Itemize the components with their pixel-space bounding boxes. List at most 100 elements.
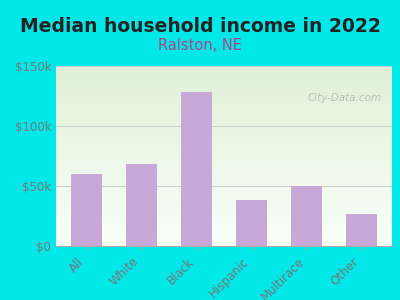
- Text: Median household income in 2022: Median household income in 2022: [20, 16, 380, 35]
- Bar: [56, 133, 392, 134]
- Bar: [56, 244, 392, 246]
- Bar: [56, 71, 392, 73]
- Bar: [56, 183, 392, 185]
- Bar: [56, 77, 392, 79]
- Bar: [56, 174, 392, 176]
- Bar: [56, 115, 392, 116]
- Bar: [56, 122, 392, 124]
- Bar: [56, 242, 392, 244]
- Bar: [56, 161, 392, 163]
- Bar: [56, 158, 392, 160]
- Bar: [56, 230, 392, 232]
- Bar: [56, 102, 392, 104]
- Bar: [56, 134, 392, 136]
- Bar: [56, 181, 392, 183]
- Bar: [56, 221, 392, 223]
- Bar: [56, 116, 392, 118]
- Bar: [56, 73, 392, 75]
- Bar: [56, 120, 392, 122]
- Bar: [56, 165, 392, 167]
- Bar: [56, 194, 392, 196]
- Bar: [56, 176, 392, 178]
- Bar: [56, 215, 392, 217]
- Bar: [56, 98, 392, 100]
- Bar: [56, 145, 392, 147]
- Bar: [126, 164, 156, 246]
- Bar: [71, 174, 102, 246]
- Bar: [56, 68, 392, 70]
- Bar: [56, 199, 392, 201]
- Bar: [56, 192, 392, 194]
- Bar: [56, 160, 392, 161]
- Bar: [56, 224, 392, 226]
- Bar: [56, 147, 392, 149]
- Text: Ralston, NE: Ralston, NE: [158, 38, 242, 52]
- Text: City-Data.com: City-Data.com: [308, 93, 382, 103]
- Bar: [56, 239, 392, 241]
- Bar: [56, 190, 392, 192]
- Bar: [56, 235, 392, 237]
- Bar: [56, 212, 392, 214]
- Bar: [56, 217, 392, 219]
- Bar: [56, 109, 392, 111]
- Bar: [56, 154, 392, 156]
- Bar: [56, 223, 392, 224]
- Bar: [56, 228, 392, 230]
- Bar: [56, 163, 392, 165]
- Bar: [56, 113, 392, 115]
- Bar: [56, 127, 392, 129]
- Bar: [56, 149, 392, 151]
- Bar: [56, 136, 392, 138]
- Bar: [56, 205, 392, 206]
- Bar: [236, 200, 267, 246]
- Bar: [56, 188, 392, 190]
- Bar: [56, 226, 392, 228]
- Bar: [56, 97, 392, 98]
- Bar: [56, 75, 392, 77]
- Bar: [56, 169, 392, 170]
- Bar: [56, 232, 392, 233]
- Bar: [181, 92, 212, 246]
- Bar: [56, 219, 392, 221]
- Bar: [56, 196, 392, 197]
- Bar: [56, 82, 392, 84]
- Bar: [56, 107, 392, 109]
- Bar: [56, 93, 392, 95]
- Bar: [56, 179, 392, 181]
- Bar: [56, 143, 392, 145]
- Bar: [56, 140, 392, 142]
- Bar: [56, 91, 392, 93]
- Bar: [56, 70, 392, 71]
- Bar: [56, 201, 392, 203]
- Bar: [56, 84, 392, 86]
- Bar: [56, 210, 392, 212]
- Bar: [56, 106, 392, 107]
- Bar: [56, 167, 392, 169]
- Bar: [56, 172, 392, 174]
- Bar: [56, 66, 392, 68]
- Bar: [56, 151, 392, 152]
- Bar: [56, 185, 392, 187]
- Bar: [56, 152, 392, 154]
- Bar: [56, 86, 392, 88]
- Bar: [56, 187, 392, 188]
- Bar: [56, 138, 392, 140]
- Bar: [56, 178, 392, 179]
- Bar: [56, 142, 392, 143]
- Bar: [56, 80, 392, 82]
- Bar: [56, 95, 392, 97]
- Bar: [56, 206, 392, 208]
- Bar: [56, 111, 392, 113]
- Bar: [292, 186, 322, 246]
- Bar: [56, 124, 392, 125]
- Bar: [56, 104, 392, 106]
- Bar: [56, 118, 392, 120]
- Bar: [56, 241, 392, 242]
- Bar: [346, 214, 377, 246]
- Bar: [56, 89, 392, 91]
- Bar: [56, 237, 392, 239]
- Bar: [56, 214, 392, 215]
- Bar: [56, 131, 392, 133]
- Bar: [56, 208, 392, 210]
- Bar: [56, 203, 392, 205]
